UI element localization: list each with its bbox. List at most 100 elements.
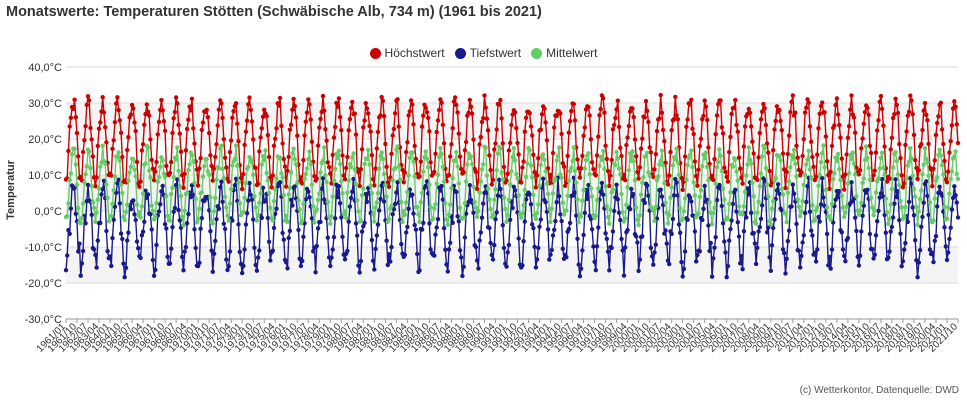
data-point bbox=[892, 201, 897, 206]
data-point bbox=[909, 98, 914, 103]
data-point bbox=[662, 180, 667, 186]
data-point bbox=[636, 268, 641, 274]
data-point bbox=[642, 115, 647, 120]
data-point bbox=[410, 102, 415, 107]
data-point bbox=[538, 217, 543, 222]
data-point bbox=[427, 221, 432, 226]
data-point bbox=[745, 162, 750, 167]
data-point bbox=[477, 190, 482, 195]
data-point bbox=[768, 183, 773, 188]
data-point bbox=[664, 241, 669, 246]
data-point bbox=[717, 182, 722, 188]
data-point bbox=[550, 150, 556, 156]
data-point bbox=[176, 122, 181, 128]
data-point bbox=[794, 143, 799, 148]
data-point bbox=[544, 138, 550, 143]
data-point bbox=[180, 214, 185, 219]
data-point bbox=[632, 178, 638, 183]
data-point bbox=[784, 169, 789, 175]
data-point bbox=[832, 123, 837, 128]
data-point bbox=[330, 152, 335, 158]
data-point bbox=[872, 168, 877, 173]
legend-item-tiefstwert[interactable]: Tiefstwert bbox=[454, 46, 521, 60]
data-point bbox=[924, 156, 929, 162]
data-point bbox=[493, 187, 498, 192]
data-point bbox=[191, 192, 196, 197]
data-point bbox=[634, 205, 639, 210]
data-point bbox=[883, 230, 888, 235]
data-point bbox=[793, 110, 798, 115]
data-point bbox=[419, 227, 425, 232]
data-point bbox=[392, 166, 398, 171]
data-point bbox=[630, 106, 635, 111]
data-point bbox=[391, 207, 397, 212]
data-point bbox=[589, 227, 595, 232]
data-point bbox=[233, 101, 239, 106]
data-point bbox=[499, 170, 504, 175]
data-point bbox=[790, 93, 795, 98]
data-point bbox=[567, 169, 573, 174]
data-point bbox=[553, 176, 558, 182]
data-point bbox=[899, 205, 904, 210]
data-point bbox=[213, 154, 218, 160]
data-point bbox=[818, 160, 824, 165]
data-point bbox=[236, 139, 241, 144]
data-point bbox=[887, 216, 892, 222]
data-point bbox=[534, 211, 540, 216]
data-point bbox=[98, 120, 103, 125]
data-point bbox=[758, 216, 764, 221]
data-point bbox=[418, 159, 423, 164]
data-point bbox=[455, 110, 460, 115]
data-point bbox=[552, 125, 557, 130]
data-point bbox=[421, 169, 426, 174]
data-point bbox=[304, 166, 310, 171]
data-point bbox=[571, 145, 576, 150]
data-point bbox=[728, 134, 733, 140]
data-point bbox=[221, 175, 226, 181]
data-point bbox=[949, 207, 955, 212]
legend-item-mittelwert[interactable]: Mittelwert bbox=[531, 46, 597, 60]
data-point bbox=[117, 201, 123, 206]
data-point bbox=[344, 215, 349, 221]
data-point bbox=[258, 135, 263, 140]
data-point bbox=[164, 163, 169, 169]
data-point bbox=[304, 110, 310, 115]
data-point bbox=[948, 176, 953, 182]
data-point bbox=[597, 163, 602, 169]
data-point bbox=[120, 236, 125, 242]
data-point bbox=[456, 219, 461, 224]
data-point bbox=[827, 254, 832, 259]
data-point bbox=[807, 209, 813, 214]
data-point bbox=[182, 249, 187, 254]
data-point bbox=[435, 118, 441, 123]
data-point bbox=[911, 213, 917, 218]
data-point bbox=[942, 158, 947, 164]
data-point bbox=[204, 156, 209, 162]
data-point bbox=[919, 224, 924, 229]
data-point bbox=[567, 119, 573, 124]
data-point bbox=[433, 151, 438, 156]
data-point bbox=[67, 124, 72, 129]
data-point bbox=[543, 120, 548, 125]
data-point bbox=[363, 191, 368, 197]
data-point bbox=[922, 100, 928, 106]
data-point bbox=[457, 248, 463, 253]
data-point bbox=[478, 230, 483, 235]
data-point bbox=[902, 181, 907, 186]
data-point bbox=[731, 105, 737, 111]
data-point bbox=[337, 114, 343, 120]
data-point bbox=[101, 110, 107, 115]
data-point bbox=[944, 257, 950, 263]
data-point bbox=[826, 263, 831, 268]
data-point bbox=[446, 247, 452, 252]
data-point bbox=[658, 187, 663, 192]
data-point bbox=[489, 182, 494, 187]
data-point bbox=[73, 162, 79, 167]
data-point bbox=[783, 271, 788, 276]
data-point bbox=[337, 161, 343, 167]
data-point bbox=[211, 209, 217, 214]
data-point bbox=[236, 180, 241, 185]
legend-item-hoechstwert[interactable]: Höchstwert bbox=[369, 46, 445, 60]
data-point bbox=[630, 149, 635, 154]
data-point bbox=[104, 228, 109, 234]
